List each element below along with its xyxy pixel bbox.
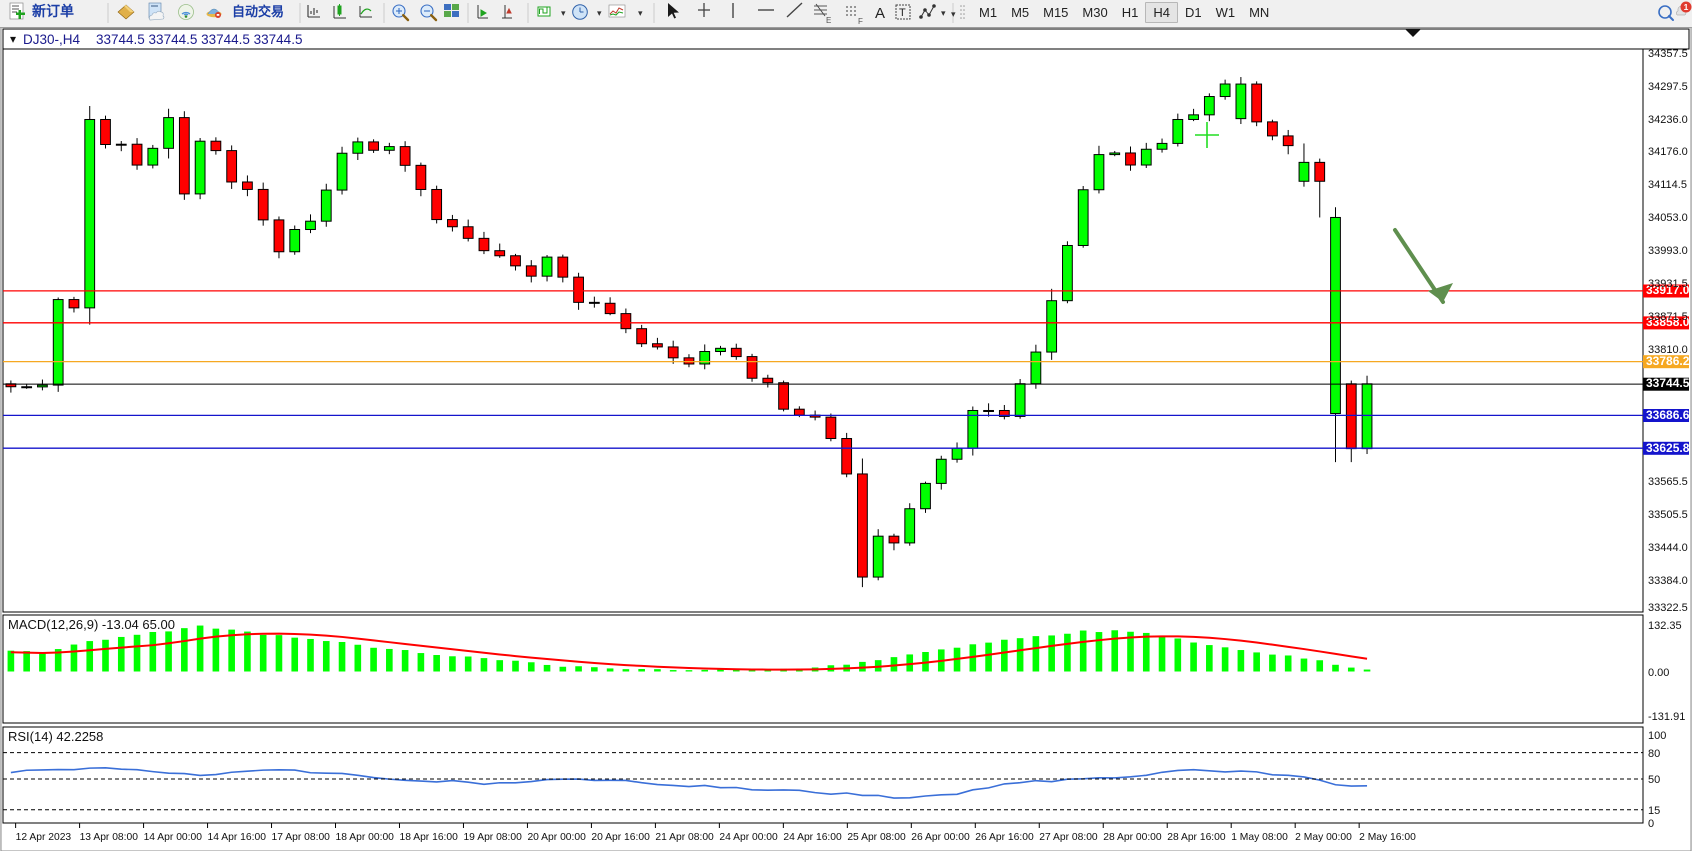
svg-text:0.00: 0.00 — [1648, 667, 1669, 679]
svg-text:50: 50 — [1648, 774, 1660, 786]
svg-text:2 May 00:00: 2 May 00:00 — [1295, 832, 1352, 843]
svg-text:26 Apr 16:00: 26 Apr 16:00 — [975, 832, 1034, 843]
svg-text:18 Apr 00:00: 18 Apr 00:00 — [336, 832, 395, 843]
svg-text:RSI(14) 42.2258: RSI(14) 42.2258 — [8, 729, 103, 744]
svg-text:21 Apr 08:00: 21 Apr 08:00 — [655, 832, 714, 843]
svg-text:14 Apr 00:00: 14 Apr 00:00 — [144, 832, 203, 843]
svg-text:1 May 08:00: 1 May 08:00 — [1231, 832, 1288, 843]
svg-text:20 Apr 00:00: 20 Apr 00:00 — [527, 832, 586, 843]
svg-text:20 Apr 16:00: 20 Apr 16:00 — [591, 832, 650, 843]
svg-text:34053.0: 34053.0 — [1648, 212, 1688, 224]
svg-text:1: 1 — [1684, 2, 1689, 12]
svg-text:33505.5: 33505.5 — [1648, 509, 1688, 521]
svg-text:34176.0: 34176.0 — [1648, 146, 1688, 158]
svg-text:19 Apr 08:00: 19 Apr 08:00 — [463, 832, 522, 843]
svg-text:28 Apr 00:00: 28 Apr 00:00 — [1103, 832, 1162, 843]
svg-text:13 Apr 08:00: 13 Apr 08:00 — [80, 832, 139, 843]
svg-text:14 Apr 16:00: 14 Apr 16:00 — [208, 832, 267, 843]
svg-text:34357.5: 34357.5 — [1648, 48, 1688, 60]
svg-text:33993.0: 33993.0 — [1648, 245, 1688, 257]
svg-text:33786.2: 33786.2 — [1646, 354, 1690, 368]
svg-text:34236.0: 34236.0 — [1648, 114, 1688, 126]
svg-text:33744.5 33744.5 33744.5 33744.: 33744.5 33744.5 33744.5 33744.5 — [96, 32, 302, 47]
svg-text:15: 15 — [1648, 805, 1660, 817]
svg-text:25 Apr 08:00: 25 Apr 08:00 — [847, 832, 906, 843]
svg-text:28 Apr 16:00: 28 Apr 16:00 — [1167, 832, 1226, 843]
svg-text:33565.5: 33565.5 — [1648, 476, 1688, 488]
svg-text:18 Apr 16:00: 18 Apr 16:00 — [399, 832, 458, 843]
svg-text:26 Apr 00:00: 26 Apr 00:00 — [911, 832, 970, 843]
svg-text:DJ30-,H4: DJ30-,H4 — [23, 32, 81, 47]
svg-text:33444.0: 33444.0 — [1648, 542, 1688, 554]
svg-text:33810.0: 33810.0 — [1648, 344, 1688, 356]
svg-text:24 Apr 00:00: 24 Apr 00:00 — [719, 832, 778, 843]
svg-text:▾: ▾ — [10, 32, 16, 46]
svg-text:34297.5: 34297.5 — [1648, 81, 1688, 93]
svg-text:17 Apr 08:00: 17 Apr 08:00 — [272, 832, 331, 843]
svg-text:33686.6: 33686.6 — [1646, 408, 1690, 422]
svg-text:100: 100 — [1648, 730, 1666, 742]
svg-text:12 Apr 2023: 12 Apr 2023 — [16, 832, 72, 843]
svg-text:132.35: 132.35 — [1648, 620, 1682, 632]
svg-text:27 Apr 08:00: 27 Apr 08:00 — [1039, 832, 1098, 843]
svg-text:33384.0: 33384.0 — [1648, 575, 1688, 587]
svg-text:-131.91: -131.91 — [1648, 711, 1685, 723]
svg-text:MACD(12,26,9) -13.04 65.00: MACD(12,26,9) -13.04 65.00 — [8, 617, 175, 632]
svg-text:34114.5: 34114.5 — [1648, 179, 1687, 191]
svg-text:2 May 16:00: 2 May 16:00 — [1359, 832, 1416, 843]
svg-text:80: 80 — [1648, 748, 1660, 760]
svg-text:33744.5: 33744.5 — [1646, 376, 1690, 390]
svg-text:24 Apr 16:00: 24 Apr 16:00 — [783, 832, 842, 843]
svg-text:33871.5: 33871.5 — [1648, 311, 1688, 323]
svg-text:33625.8: 33625.8 — [1646, 441, 1690, 455]
svg-text:0: 0 — [1648, 818, 1654, 830]
svg-text:33322.5: 33322.5 — [1648, 602, 1688, 614]
svg-text:33931.5: 33931.5 — [1648, 278, 1688, 290]
